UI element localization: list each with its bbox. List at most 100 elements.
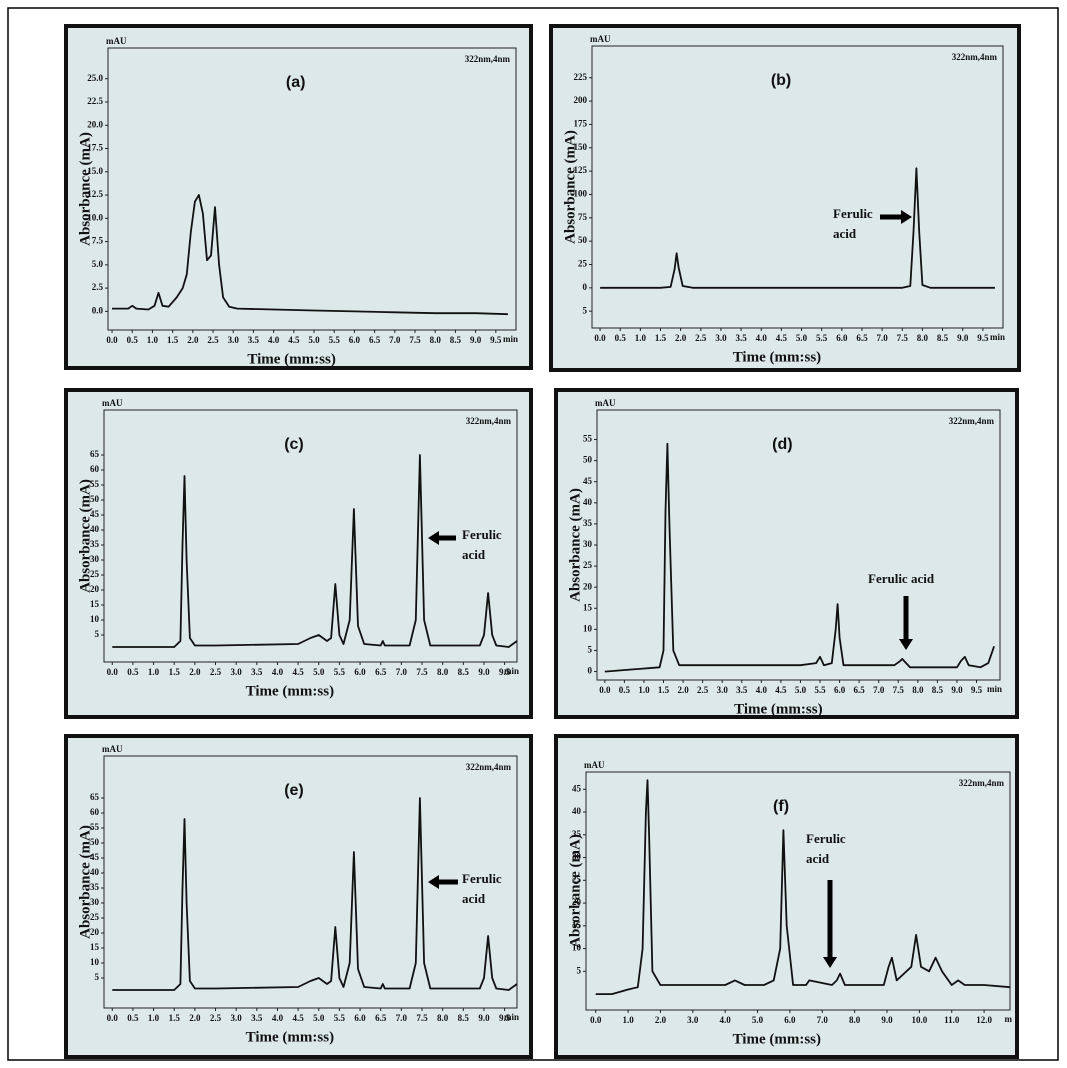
x-tick-label: 7.0 bbox=[389, 335, 401, 345]
x-unit-label: min bbox=[504, 666, 519, 676]
x-axis-label: Time (mm:ss) bbox=[246, 1029, 334, 1045]
y-tick-label: 75 bbox=[578, 212, 588, 222]
x-tick-label: 1.0 bbox=[635, 333, 647, 343]
x-tick-label: 4.5 bbox=[292, 667, 304, 677]
y-tick-label: 7.5 bbox=[92, 236, 104, 246]
y-tick-label: 45 bbox=[583, 476, 593, 486]
x-tick-label: 6.0 bbox=[836, 333, 848, 343]
x-tick-label: 8.0 bbox=[912, 685, 924, 695]
annotation-text: acid bbox=[833, 226, 857, 241]
x-tick-label: 2.5 bbox=[210, 667, 222, 677]
x-tick-label: 7.5 bbox=[893, 685, 905, 695]
y-tick-label: 125 bbox=[574, 165, 588, 175]
x-tick-label: 5.0 bbox=[752, 1015, 764, 1025]
x-tick-label: 5.0 bbox=[308, 335, 320, 345]
x-tick-label: 3.5 bbox=[736, 685, 748, 695]
x-tick-label: 6.5 bbox=[375, 667, 387, 677]
x-unit-label: min bbox=[503, 334, 518, 344]
x-tick-label: 3.5 bbox=[251, 667, 263, 677]
x-tick-label: 2.0 bbox=[189, 667, 201, 677]
y-tick-label: 30 bbox=[572, 852, 582, 862]
y-tick-label: 55 bbox=[90, 479, 100, 489]
y-tick-label: 45 bbox=[90, 509, 100, 519]
y-tick-label: 20 bbox=[572, 897, 582, 907]
unit-label: mAU bbox=[102, 744, 123, 754]
panel-title: (a) bbox=[286, 74, 306, 91]
x-unit-label: min bbox=[504, 1012, 519, 1022]
x-axis-label: Time (mm:ss) bbox=[733, 349, 821, 365]
y-tick-label: 40 bbox=[90, 867, 100, 877]
x-tick-label: 8.0 bbox=[437, 667, 449, 677]
panel-border bbox=[554, 388, 1019, 719]
x-tick-label: 7.0 bbox=[396, 667, 408, 677]
x-tick-label: 6.0 bbox=[354, 1013, 366, 1023]
x-tick-label: 5.5 bbox=[816, 333, 828, 343]
x-tick-label: 6.0 bbox=[349, 335, 361, 345]
x-tick-label: 0.5 bbox=[127, 335, 139, 345]
y-tick-label: 200 bbox=[574, 95, 588, 105]
x-tick-label: 11.0 bbox=[944, 1015, 960, 1025]
x-tick-label: 3.0 bbox=[228, 335, 240, 345]
unit-label: mAU bbox=[102, 398, 123, 408]
x-tick-label: 8.5 bbox=[937, 333, 949, 343]
y-tick-label: 25.0 bbox=[87, 73, 103, 83]
x-tick-label: 1.0 bbox=[638, 685, 650, 695]
x-tick-label: 0.0 bbox=[599, 685, 611, 695]
annotation-arrowhead bbox=[823, 957, 837, 968]
chromatogram-line bbox=[112, 797, 518, 991]
y-tick-label: 5 bbox=[95, 629, 100, 639]
y-tick-label: 45 bbox=[90, 852, 100, 862]
y-tick-label: 40 bbox=[583, 497, 593, 507]
y-tick-label: 22.5 bbox=[87, 96, 103, 106]
x-tick-label: 3.0 bbox=[717, 685, 729, 695]
x-tick-label: 7.0 bbox=[396, 1013, 408, 1023]
annotation-text: Ferulic bbox=[462, 527, 502, 542]
y-axis-label: Absorbance (mA) bbox=[562, 130, 578, 244]
x-tick-label: 0.0 bbox=[590, 1015, 602, 1025]
x-tick-label: 0.0 bbox=[107, 1013, 119, 1023]
x-tick-label: 9.0 bbox=[478, 667, 490, 677]
y-tick-label: 15 bbox=[583, 602, 593, 612]
x-tick-label: 6.5 bbox=[369, 335, 381, 345]
y-axis-label: Absorbance (mA) bbox=[567, 488, 583, 602]
x-tick-label: 5.5 bbox=[814, 685, 826, 695]
x-tick-label: 5.5 bbox=[329, 335, 341, 345]
y-axis-label: Absorbance (mA) bbox=[77, 825, 93, 939]
x-axis-label: Time (mm:ss) bbox=[733, 1031, 821, 1047]
x-tick-label: 1.0 bbox=[147, 335, 159, 345]
y-tick-label: 30 bbox=[90, 897, 100, 907]
x-tick-label: 5.5 bbox=[334, 667, 346, 677]
x-tick-label: 0.0 bbox=[107, 667, 119, 677]
x-tick-label: 1.0 bbox=[622, 1015, 634, 1025]
y-tick-label: 45 bbox=[572, 783, 582, 793]
y-tick-label: 225 bbox=[574, 72, 588, 82]
y-tick-label: 25 bbox=[90, 569, 100, 579]
annotation-text: Ferulic bbox=[806, 831, 846, 846]
x-tick-label: 8.0 bbox=[437, 1013, 449, 1023]
x-tick-label: 2.5 bbox=[697, 685, 709, 695]
x-tick-label: 2.0 bbox=[187, 335, 199, 345]
y-tick-label: 40 bbox=[90, 524, 100, 534]
x-tick-label: 4.0 bbox=[272, 1013, 284, 1023]
y-tick-label: 5 bbox=[588, 645, 593, 655]
annotation-text: Ferulic acid bbox=[868, 571, 935, 586]
x-tick-label: 8.5 bbox=[450, 335, 462, 345]
chromatogram-line bbox=[595, 779, 1011, 995]
y-tick-label: 100 bbox=[574, 189, 588, 199]
chromatogram-line bbox=[112, 194, 508, 316]
y-tick-label: 10 bbox=[583, 623, 593, 633]
plot-frame bbox=[585, 771, 1011, 1011]
x-tick-label: 1.5 bbox=[658, 685, 670, 695]
y-axis-label: Absorbance (mA) bbox=[77, 479, 93, 593]
wavelength-label: 322nm,4nm bbox=[949, 416, 995, 426]
wavelength-label: 322nm,4nm bbox=[959, 778, 1005, 788]
y-tick-label: 50 bbox=[90, 494, 100, 504]
x-tick-label: 8.0 bbox=[430, 335, 442, 345]
x-tick-label: 3.0 bbox=[687, 1015, 699, 1025]
y-tick-label: 30 bbox=[90, 554, 100, 564]
y-tick-label: 0 bbox=[588, 666, 593, 676]
x-tick-label: 4.5 bbox=[776, 333, 788, 343]
x-tick-label: 10.0 bbox=[911, 1015, 927, 1025]
y-tick-label: 0 bbox=[583, 282, 588, 292]
